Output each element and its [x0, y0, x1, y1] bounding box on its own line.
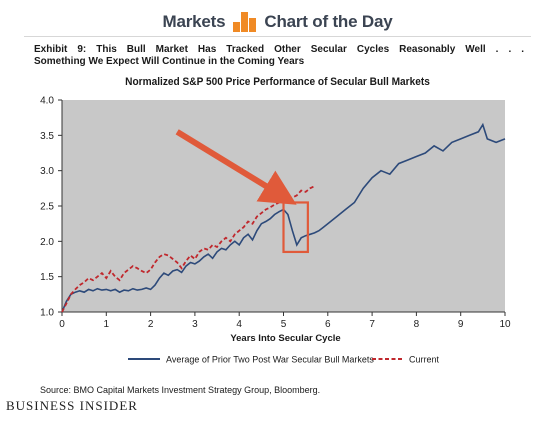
- y-tick-label: 2.5: [40, 202, 54, 213]
- chart-title: Normalized S&P 500 Price Performance of …: [125, 76, 430, 88]
- header-chart-of-the-day: Chart of the Day: [264, 12, 393, 31]
- exhibit-caption: Exhibit 9: This Bull Market Has Tracked …: [34, 44, 524, 68]
- legend-label-average: Average of Prior Two Post War Secular Bu…: [166, 355, 374, 365]
- y-tick-label: 3.0: [40, 166, 54, 177]
- series-line-average: [61, 122, 506, 313]
- x-tick-label: 6: [325, 319, 331, 330]
- y-tick-label: 2.0: [40, 237, 54, 248]
- header-markets: Markets: [162, 12, 226, 31]
- exhibit-line-1: Exhibit 9: This Bull Market Has Tracked …: [34, 44, 524, 55]
- source-note: Source: BMO Capital Markets Investment S…: [40, 385, 321, 395]
- y-tick-label: 4.0: [40, 96, 54, 107]
- legend-label-current: Current: [409, 355, 440, 365]
- y-tick-label: 1.0: [40, 308, 54, 319]
- chart-logo-icon: [233, 12, 257, 32]
- x-tick-label: 0: [59, 319, 65, 330]
- x-tick-label: 5: [281, 319, 287, 330]
- chart-of-the-day-header: Markets Chart of the Day: [0, 0, 555, 44]
- x-tick-label: 8: [414, 319, 420, 330]
- y-tick-label: 3.5: [40, 131, 54, 142]
- business-insider-logo: BUSINESS INSIDER: [6, 398, 138, 413]
- exhibit-line-2: Something We Expect Will Continue in the…: [34, 56, 305, 67]
- series-line-current: [61, 185, 315, 313]
- x-tick-label: 2: [148, 319, 154, 330]
- annotation-arrow: [175, 129, 297, 205]
- x-tick-label: 3: [192, 319, 198, 330]
- x-tick-label: 1: [104, 319, 110, 330]
- x-tick-label: 10: [499, 319, 511, 330]
- x-tick-label: 4: [236, 319, 242, 330]
- x-axis-label: Years Into Secular Cycle: [230, 333, 340, 344]
- y-tick-label: 1.5: [40, 272, 54, 283]
- x-tick-label: 7: [369, 319, 375, 330]
- header-divider: [24, 36, 531, 37]
- x-tick-label: 9: [458, 319, 464, 330]
